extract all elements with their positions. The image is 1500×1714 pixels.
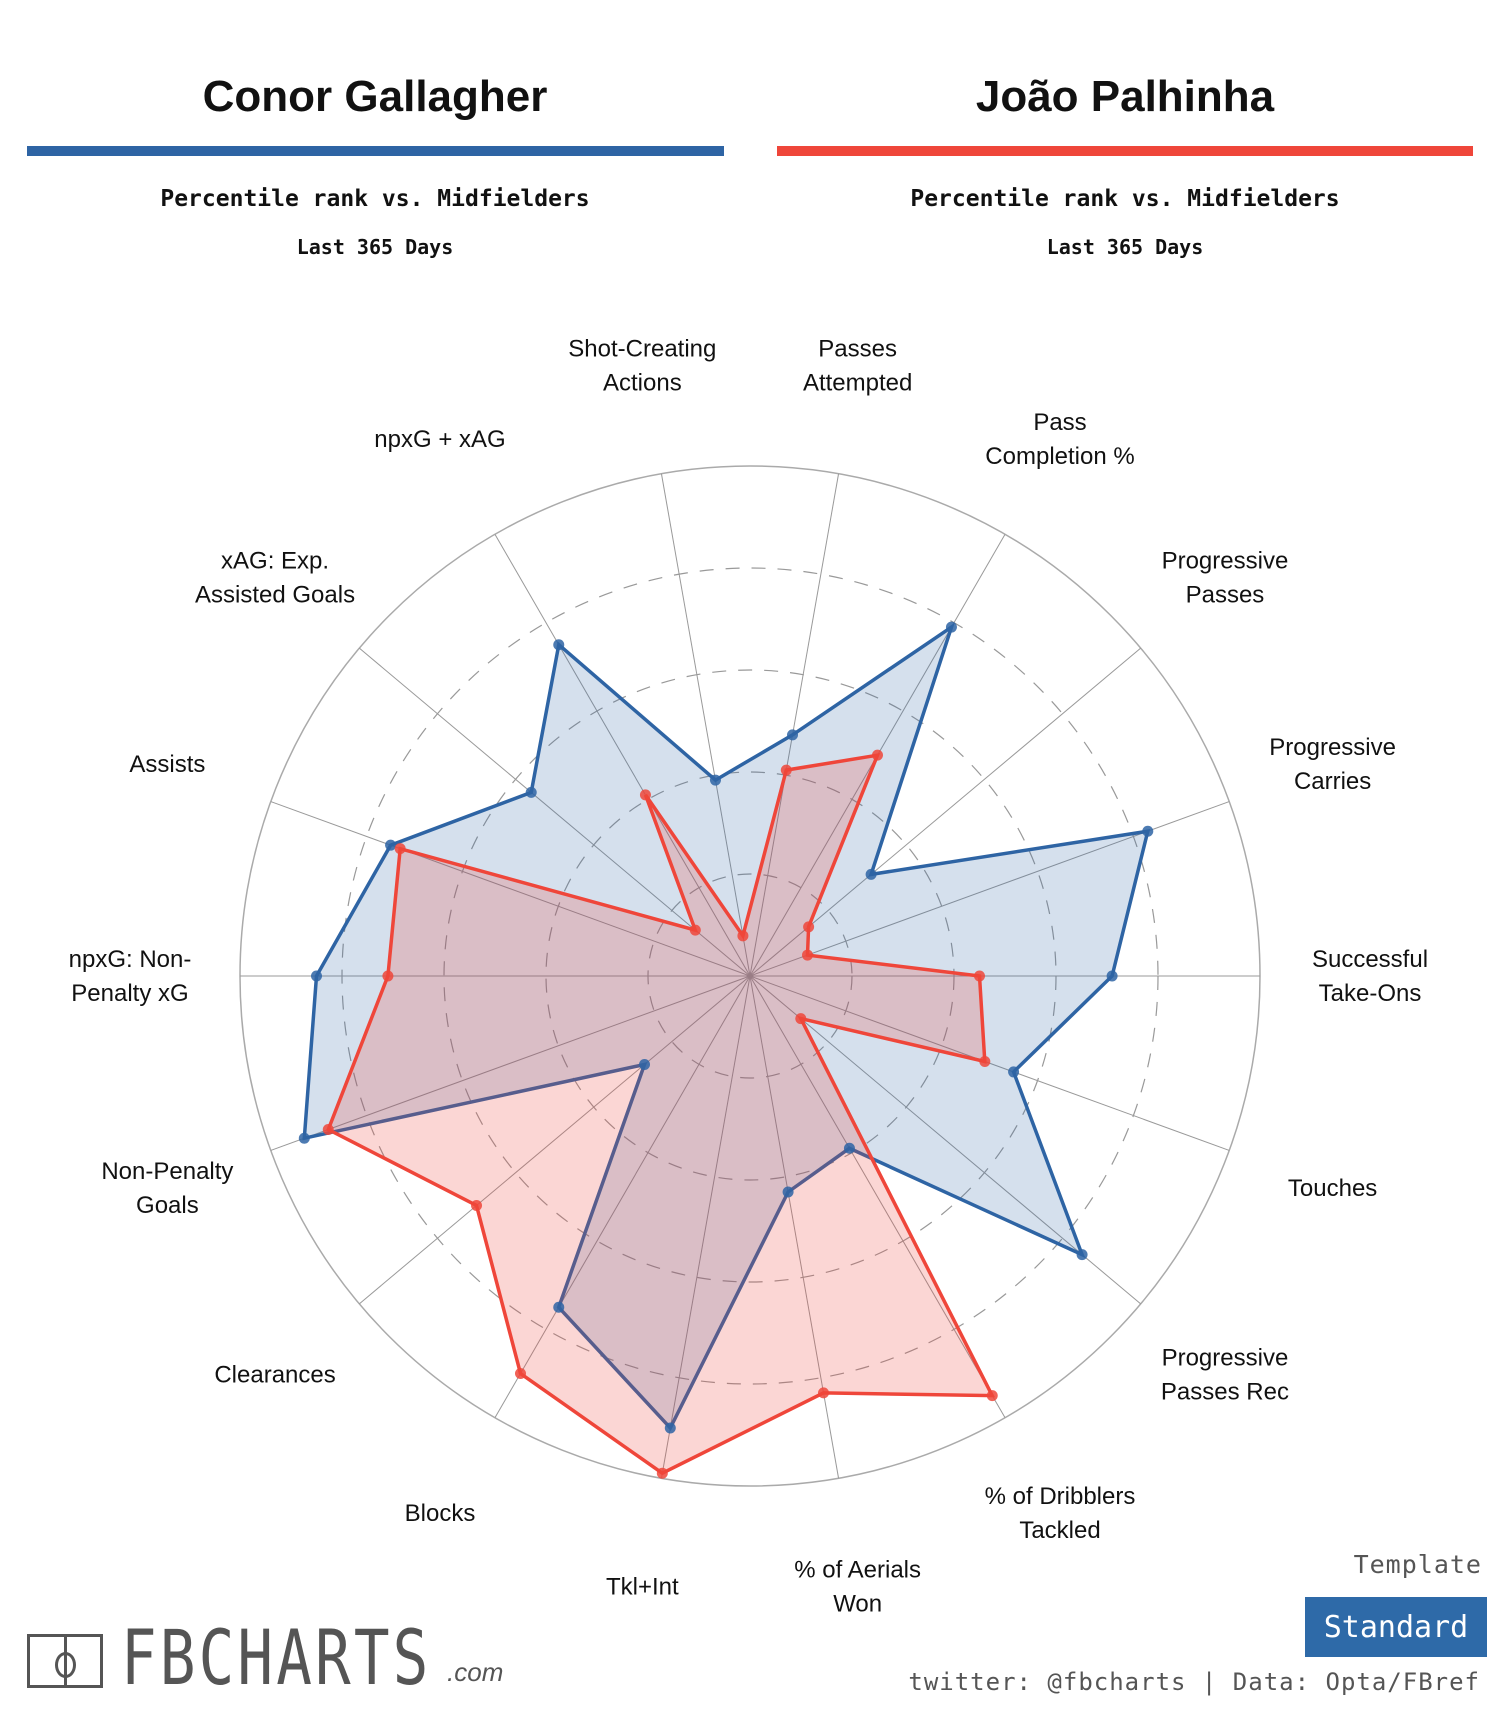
grid-spoke: [494, 534, 751, 977]
axis-label: Pass Completion %: [985, 409, 1134, 470]
series-2-point: [802, 949, 814, 961]
grid-spoke: [660, 975, 751, 1479]
series-2-point: [986, 1390, 998, 1402]
player-2-subtitle: Percentile rank vs. Midfielders: [910, 186, 1340, 212]
grid-spoke: [270, 975, 751, 1151]
axis-label: Touches: [1288, 1175, 1377, 1202]
axis-label: Non-Penalty Goals: [101, 1158, 233, 1219]
series-1-point: [787, 729, 799, 741]
series-2-point: [780, 764, 792, 776]
series-1-point: [553, 1301, 565, 1313]
grid-spoke: [358, 647, 751, 977]
axis-label: Progressive Passes: [1162, 547, 1289, 608]
series-2-point: [471, 1199, 483, 1211]
series-1-point: [311, 970, 322, 982]
axis-label: npxG + xAG: [374, 426, 505, 453]
series-1-point: [298, 1132, 310, 1144]
grid-spoke: [358, 975, 751, 1305]
grid-spoke: [749, 647, 1142, 977]
grid-spoke: [270, 801, 751, 977]
axis-label: xAG: Exp. Assisted Goals: [195, 547, 355, 608]
axis-label: Blocks: [405, 1500, 476, 1527]
series-2-point: [803, 921, 815, 933]
series-2-point: [322, 1123, 334, 1135]
axis-label: Clearances: [214, 1362, 335, 1389]
player-1-color-bar: [27, 146, 724, 156]
series-1-point: [525, 786, 537, 798]
series-1-point: [385, 839, 397, 851]
series-2-point: [515, 1368, 526, 1380]
series-2-point: [979, 1055, 991, 1067]
series-1-point: [1106, 970, 1118, 982]
axis-label: % of Dribblers Tackled: [985, 1483, 1136, 1544]
axis-label: Tkl+Int: [606, 1574, 679, 1601]
series-2-point: [974, 970, 985, 982]
grid-spoke: [749, 473, 840, 977]
player-2-color-bar: [777, 146, 1473, 156]
grid-spoke: [749, 975, 1142, 1305]
axis-label: Successful Take-Ons: [1312, 946, 1428, 1007]
series-1-point: [639, 1059, 651, 1071]
series-1-point: [709, 774, 721, 786]
series-1-point: [664, 1422, 676, 1434]
series-1-point: [1142, 825, 1154, 837]
player-2-period: Last 365 Days: [1046, 235, 1204, 259]
series-2-point: [639, 789, 651, 801]
player-1-name: Conor Gallagher: [202, 72, 548, 121]
series-2-point: [689, 924, 701, 936]
player-2-name: João Palhinha: [975, 72, 1275, 121]
series-2-point: [656, 1467, 668, 1479]
grid-spoke: [494, 975, 751, 1418]
axis-label: Shot-Creating Actions: [568, 335, 716, 396]
series-1-point: [1076, 1249, 1088, 1261]
fbcharts-logo: FBCHARTS .com: [27, 1620, 503, 1696]
series-2-point: [394, 843, 406, 855]
template-badge: Standard: [1305, 1597, 1487, 1657]
axis-label: Passes Attempted: [803, 335, 912, 396]
series-1-point: [782, 1186, 794, 1198]
player-1-subtitle: Percentile rank vs. Midfielders: [160, 186, 590, 212]
axis-label: Assists: [129, 751, 205, 778]
axis-label: npxG: Non-Penalty xG: [69, 946, 192, 1007]
axis-label: Progressive Carries: [1269, 734, 1396, 795]
series-1-point: [1008, 1066, 1020, 1078]
grid-spoke: [749, 975, 1006, 1418]
axis-label: % of Aerials Won: [794, 1557, 921, 1618]
series-1-point: [843, 1142, 855, 1154]
series-2-point: [795, 1013, 807, 1025]
series-2-point: [818, 1387, 830, 1399]
series-1-point: [945, 621, 957, 633]
credit-text: twitter: @fbcharts | Data: Opta/FBref: [908, 1668, 1480, 1696]
template-label: Template: [1353, 1550, 1482, 1579]
series-1-point: [553, 639, 565, 651]
series-2-point: [872, 749, 883, 761]
player-1-period: Last 365 Days: [296, 235, 454, 259]
pitch-icon: [27, 1634, 103, 1688]
grid-spoke: [660, 473, 751, 977]
series-2-point: [737, 930, 749, 942]
series-1-point: [865, 868, 877, 880]
axis-label: Progressive Passes Rec: [1161, 1345, 1289, 1406]
series-2-point: [382, 970, 394, 982]
